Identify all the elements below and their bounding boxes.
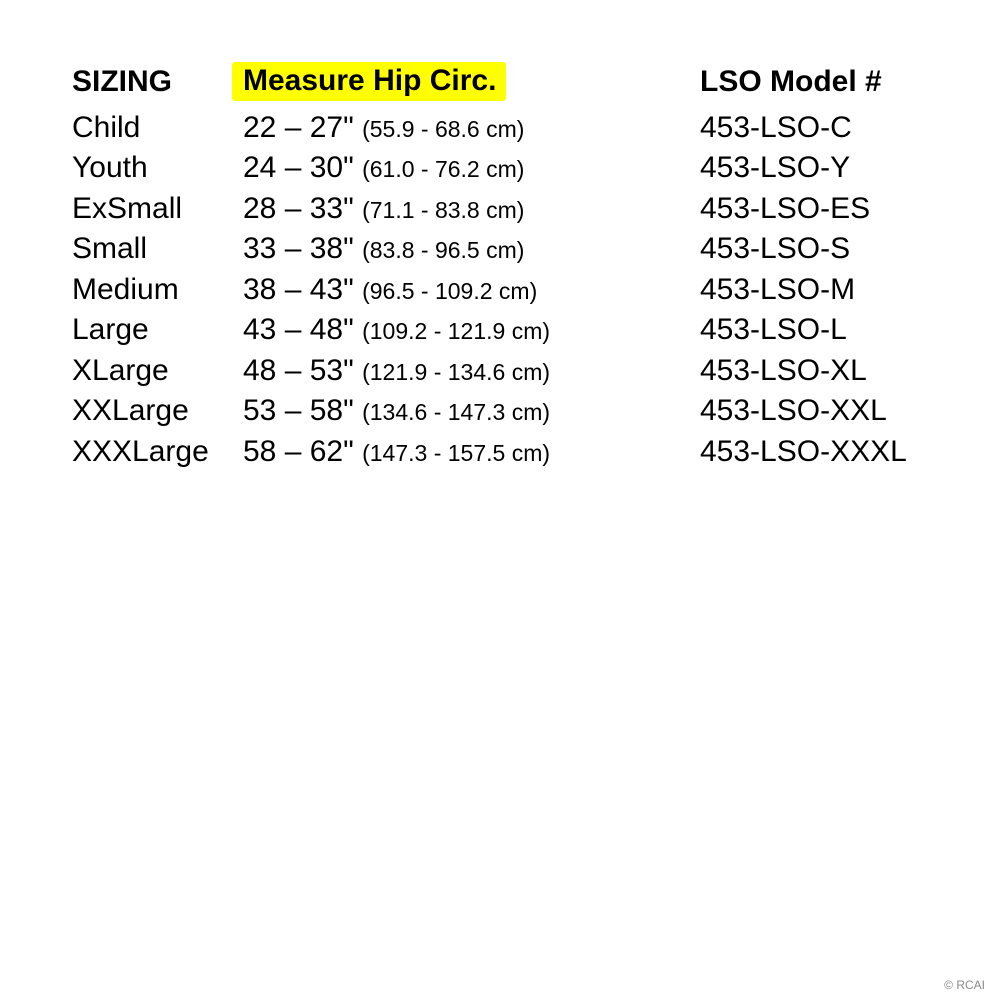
table-row: Medium 38 – 43" (96.5 - 109.2 cm) 453-LS…: [0, 270, 1000, 310]
table-header-row: SIZING Measure Hip Circ. LSO Model #: [0, 62, 1000, 102]
table-row: Youth 24 – 30" (61.0 - 76.2 cm) 453-LSO-…: [0, 148, 1000, 188]
measure-cm: (109.2 - 121.9 cm): [362, 318, 551, 344]
size-label: XXXLarge: [72, 435, 209, 468]
column-header-lso-model: LSO Model #: [700, 65, 882, 98]
size-label: Youth: [72, 151, 148, 184]
measure-inches: 48 – 53": [243, 354, 354, 387]
measure-inches: 53 – 58": [243, 394, 354, 427]
copyright-notice: © RCAI: [944, 978, 985, 992]
measure-cm: (83.8 - 96.5 cm): [362, 237, 525, 263]
measure-cell: 22 – 27" (55.9 - 68.6 cm): [243, 108, 524, 149]
measure-inches: 28 – 33": [243, 192, 354, 225]
size-label: XXLarge: [72, 394, 189, 427]
measure-cell: 28 – 33" (71.1 - 83.8 cm): [243, 189, 524, 230]
measure-cell: 38 – 43" (96.5 - 109.2 cm): [243, 270, 537, 311]
measure-cm: (147.3 - 157.5 cm): [362, 440, 551, 466]
size-label: XLarge: [72, 354, 169, 387]
table-row: ExSmall 28 – 33" (71.1 - 83.8 cm) 453-LS…: [0, 189, 1000, 229]
model-number: 453-LSO-Y: [700, 151, 851, 184]
column-header-measure-hip-circ: Measure Hip Circ.: [232, 62, 507, 101]
size-label: Small: [72, 232, 148, 265]
measure-inches: 38 – 43": [243, 273, 354, 306]
measure-inches: 43 – 48": [243, 313, 354, 346]
size-label: Large: [72, 313, 149, 346]
model-number: 453-LSO-S: [700, 232, 851, 265]
table-row: XLarge 48 – 53" (121.9 - 134.6 cm) 453-L…: [0, 351, 1000, 391]
size-label: Child: [72, 111, 141, 144]
measure-inches: 58 – 62": [243, 435, 354, 468]
model-number: 453-LSO-ES: [700, 192, 871, 225]
measure-cell: 58 – 62" (147.3 - 157.5 cm): [243, 432, 550, 473]
measure-cell: 53 – 58" (134.6 - 147.3 cm): [243, 391, 550, 432]
measure-cm: (96.5 - 109.2 cm): [362, 278, 538, 304]
table-row: XXLarge 53 – 58" (134.6 - 147.3 cm) 453-…: [0, 391, 1000, 431]
table-row: Large 43 – 48" (109.2 - 121.9 cm) 453-LS…: [0, 310, 1000, 350]
measure-cell: 48 – 53" (121.9 - 134.6 cm): [243, 351, 550, 392]
measure-inches: 33 – 38": [243, 232, 354, 265]
table-row: XXXLarge 58 – 62" (147.3 - 157.5 cm) 453…: [0, 432, 1000, 472]
measure-cm: (134.6 - 147.3 cm): [362, 399, 551, 425]
model-number: 453-LSO-XL: [700, 354, 867, 387]
model-number: 453-LSO-XXXL: [700, 435, 907, 468]
measure-cm: (71.1 - 83.8 cm): [362, 197, 525, 223]
model-number: 453-LSO-C: [700, 111, 852, 144]
table-row: Small 33 – 38" (83.8 - 96.5 cm) 453-LSO-…: [0, 229, 1000, 269]
measure-cell: 24 – 30" (61.0 - 76.2 cm): [243, 148, 524, 189]
measure-cell: 33 – 38" (83.8 - 96.5 cm): [243, 229, 524, 270]
measure-cm: (121.9 - 134.6 cm): [362, 359, 551, 385]
measure-cm: (61.0 - 76.2 cm): [362, 156, 525, 182]
model-number: 453-LSO-M: [700, 273, 856, 306]
size-label: Medium: [72, 273, 179, 306]
measure-inches: 24 – 30": [243, 151, 354, 184]
table-row: Child 22 – 27" (55.9 - 68.6 cm) 453-LSO-…: [0, 108, 1000, 148]
measure-cell: 43 – 48" (109.2 - 121.9 cm): [243, 310, 550, 351]
column-header-sizing: SIZING: [72, 65, 173, 98]
measure-cm: (55.9 - 68.6 cm): [362, 116, 525, 142]
model-number: 453-LSO-L: [700, 313, 847, 346]
model-number: 453-LSO-XXL: [700, 394, 887, 427]
size-label: ExSmall: [72, 192, 183, 225]
measure-inches: 22 – 27": [243, 111, 354, 144]
